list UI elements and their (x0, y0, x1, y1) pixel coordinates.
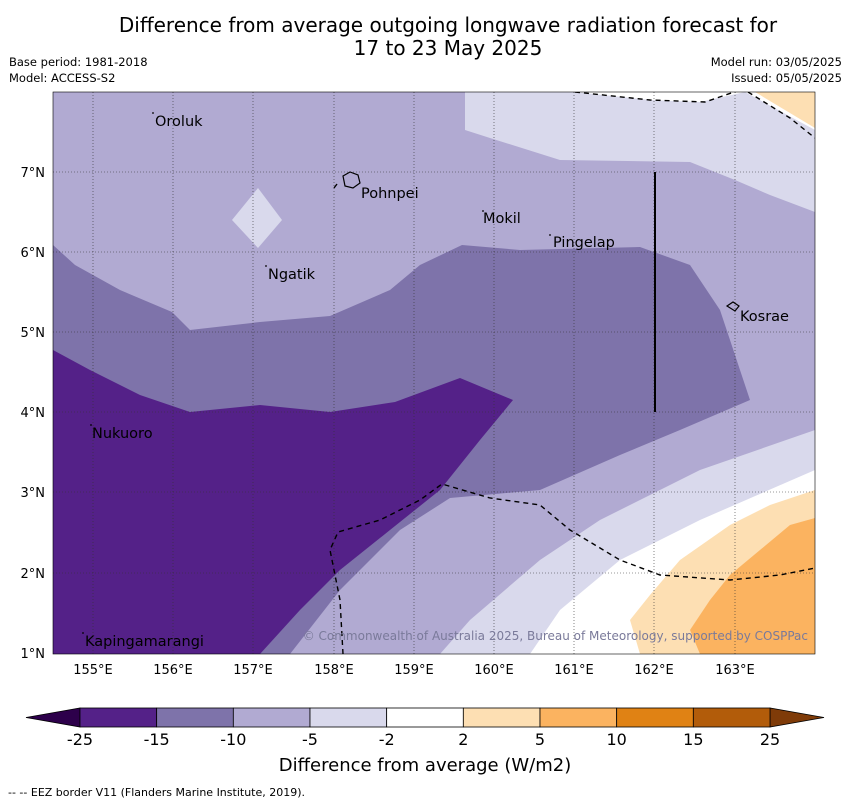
colorbar-tick-label: 25 (760, 730, 780, 749)
colorbar: -25 -15 -10 -5 -2 2 5 10 15 25 (25, 707, 825, 749)
colorbar-tick-label: -25 (67, 730, 93, 749)
lon-tick-label: 159°E (394, 663, 434, 678)
place-label-pingelap: Pingelap (553, 235, 615, 251)
lat-tick-label: 4°N (21, 406, 46, 421)
base-period: Base period: 1981-2018 (9, 55, 148, 69)
colorbar-tick-label: 10 (606, 730, 626, 749)
island-markers (82, 112, 551, 634)
colorbar-tick-label: 15 (683, 730, 703, 749)
lon-tick-label: 155°E (73, 663, 113, 678)
lon-tick-label: 160°E (474, 663, 514, 678)
pohnpei-island-outline (342, 171, 361, 189)
band-2-5-north (755, 92, 815, 128)
colorbar-tick-label: 5 (535, 730, 545, 749)
eez-legend-note: -- -- EEZ border V11 (Flanders Marine In… (8, 786, 306, 799)
place-label-nukuoro: Nukuoro (92, 426, 153, 442)
band-minus5-minus2-north (465, 92, 815, 212)
lat-tick-label: 7°N (21, 166, 46, 181)
place-label-mokil: Mokil (483, 211, 521, 227)
colorbar-title: Difference from average (W/m2) (278, 755, 572, 776)
place-label-kosrae: Kosrae (740, 309, 789, 325)
lon-tick-label: 161°E (554, 663, 594, 678)
copyright-credit: © Commonwealth of Australia 2025, Bureau… (303, 629, 808, 643)
longitude-axis: 155°E 156°E 157°E 158°E 159°E 160°E 161°… (73, 663, 755, 678)
map-frame (52, 91, 816, 655)
issued-date: Issued: 05/05/2025 (731, 71, 842, 85)
lon-tick-label: 156°E (153, 663, 193, 678)
title-line-2: 17 to 23 May 2025 (353, 36, 543, 60)
colorbar-segment (232, 707, 311, 728)
place-label-oroluk: Oroluk (155, 114, 203, 130)
model-run: Model run: 03/05/2025 (710, 55, 842, 69)
lat-tick-label: 6°N (21, 246, 46, 261)
lat-tick-label: 5°N (21, 326, 46, 341)
colorbar-tick-label: -2 (379, 730, 395, 749)
colorbar-segments (79, 707, 771, 728)
band-5-10-south (690, 518, 815, 654)
colorbar-segment (539, 707, 618, 728)
latitude-axis: 7°N 6°N 5°N 4°N 3°N 2°N 1°N (21, 166, 46, 662)
colorbar-segment (616, 707, 694, 728)
lat-tick-label: 1°N (21, 647, 46, 662)
lat-tick-label: 2°N (21, 567, 46, 582)
colorbar-segment (309, 707, 388, 728)
colorbar-tick-label: -5 (302, 730, 318, 749)
colorbar-tick-label: 2 (458, 730, 468, 749)
colorbar-segment (386, 707, 464, 728)
colorbar-tick-labels: -25 -15 -10 -5 -2 2 5 10 15 25 (67, 730, 780, 749)
lat-tick-label: 3°N (21, 486, 46, 501)
map-plot-area (53, 92, 815, 654)
place-label-kapingamarangi: Kapingamarangi (85, 634, 204, 650)
graticule (53, 92, 815, 654)
colorbar-segment (692, 707, 771, 728)
kosrae-island-outline (725, 301, 740, 312)
title-line-1: Difference from average outgoing longwav… (118, 13, 778, 37)
colorbar-tick-label: -10 (220, 730, 246, 749)
place-label-ngatik: Ngatik (268, 267, 316, 283)
colorbar-over-arrow (769, 707, 825, 728)
lon-tick-label: 162°E (634, 663, 674, 678)
band-minus25-minus15 (53, 350, 513, 654)
map-title: Difference from average outgoing longwav… (0, 14, 850, 60)
colorbar-tick-label: -15 (144, 730, 170, 749)
colorbar-segment (462, 707, 541, 728)
lon-tick-label: 157°E (233, 663, 273, 678)
metadata-left: Base period: 1981-2018 Model: ACCESS-S2 (9, 54, 148, 86)
metadata-right: Model run: 03/05/2025 Issued: 05/05/2025 (711, 54, 842, 86)
eez-border (329, 92, 815, 654)
lon-tick-label: 163°E (715, 663, 755, 678)
colorbar-under-arrow (25, 707, 81, 728)
diamond-minus5 (232, 188, 282, 248)
colorbar-segment (156, 707, 234, 728)
place-label-pohnpei: Pohnpei (361, 186, 419, 202)
lon-tick-label: 158°E (314, 663, 354, 678)
model-name: Model: ACCESS-S2 (9, 71, 116, 85)
colorbar-segment (79, 707, 158, 728)
